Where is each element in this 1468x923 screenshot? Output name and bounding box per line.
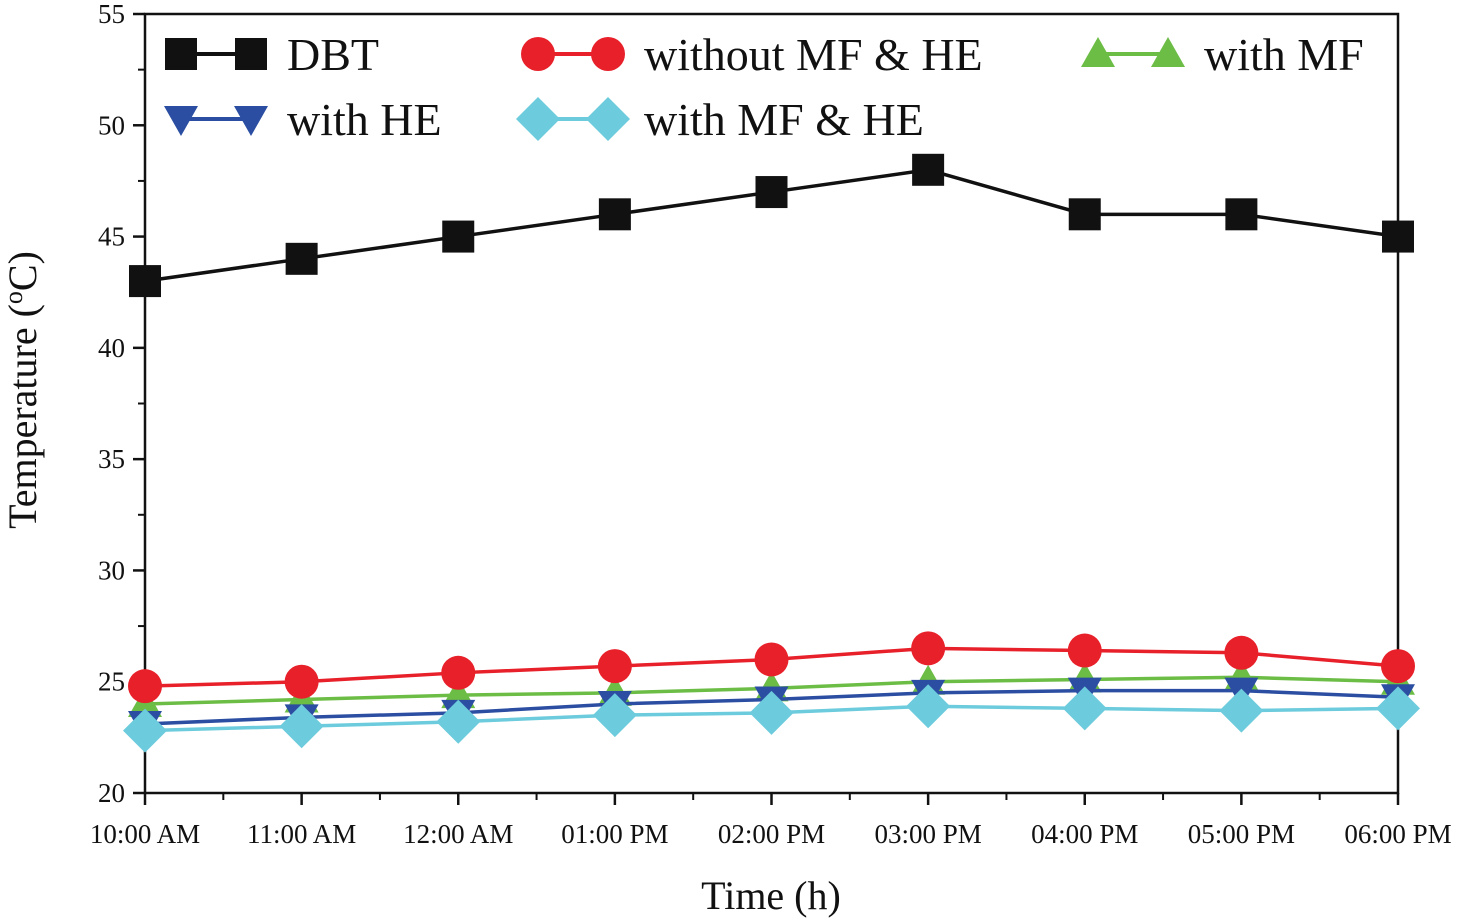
data-point: [1376, 686, 1420, 731]
legend-item: with MF: [1081, 29, 1364, 80]
data-point: [906, 684, 951, 729]
x-tick-label: 02:00 PM: [718, 819, 825, 849]
series-dbt: [129, 153, 1414, 298]
y-tick-label: 25: [98, 667, 125, 697]
y-axis-title: Temperature (oC): [0, 251, 45, 529]
legend-label: with MF & HE: [644, 94, 924, 145]
legend-item: without MF & HE: [521, 29, 983, 80]
data-point: [279, 704, 324, 749]
y-axis-title-superscript: o: [0, 291, 28, 304]
data-point: [754, 642, 789, 677]
legend-marker: [591, 37, 625, 71]
data-point: [441, 655, 476, 690]
y-axis-title-prefix: Temperature (: [0, 304, 45, 529]
x-tick-label: 03:00 PM: [874, 819, 981, 849]
data-point: [912, 153, 945, 186]
y-tick-label: 45: [98, 222, 125, 252]
x-axis: 10:00 AM 11:00 AM 12:00 AM 01:00 PM 02:00 PM…: [90, 793, 1452, 849]
x-tick-label: 06:00 PM: [1344, 819, 1451, 849]
data-point: [128, 669, 162, 704]
legend-marker: [1151, 37, 1185, 67]
legend-label: with MF: [1204, 29, 1364, 80]
legend-marker: [235, 38, 267, 70]
x-axis-title: Time (h): [701, 873, 841, 918]
data-point: [592, 693, 637, 738]
legend-marker: [586, 97, 630, 141]
series-layer: [123, 153, 1420, 753]
legend-marker: [234, 106, 268, 136]
data-point: [1067, 633, 1102, 668]
data-point: [755, 176, 788, 209]
legend-item: with MF & HE: [516, 94, 924, 145]
y-tick-label: 30: [98, 555, 125, 585]
legend-marker: [516, 97, 560, 141]
data-point: [911, 631, 946, 666]
data-point: [1224, 635, 1259, 670]
y-tick-label: 40: [98, 333, 125, 363]
x-tick-label: 05:00 PM: [1188, 819, 1295, 849]
data-point: [1068, 198, 1101, 231]
y-tick-label: 55: [98, 0, 125, 29]
legend-item: with HE: [164, 94, 442, 145]
legend-label: without MF & HE: [644, 29, 983, 80]
x-tick-label: 01:00 PM: [561, 819, 668, 849]
legend-label: DBT: [287, 29, 379, 80]
data-point: [1381, 649, 1415, 684]
y-tick-label: 35: [98, 444, 125, 474]
y-axis-title-suffix: C): [0, 251, 45, 291]
data-point: [1062, 686, 1107, 731]
data-point: [1225, 198, 1258, 231]
series-without-mf-he: [128, 631, 1415, 704]
data-point: [285, 242, 318, 275]
data-point: [597, 649, 632, 684]
legend: DBT without MF & HE with MF with HE with MF …: [164, 29, 1364, 145]
x-tick-label: 12:00 AM: [403, 819, 513, 849]
legend-marker: [1081, 37, 1115, 67]
x-tick-label: 10:00 AM: [90, 819, 200, 849]
y-tick-label: 50: [98, 110, 125, 140]
data-point: [436, 699, 481, 744]
legend-label: with HE: [287, 94, 442, 145]
legend-item: DBT: [165, 29, 379, 80]
series-with-mf-he: [123, 684, 1420, 753]
data-point: [284, 664, 319, 699]
y-tick-label: 20: [98, 778, 125, 808]
data-point: [129, 265, 161, 298]
data-point: [598, 198, 631, 231]
legend-marker: [164, 106, 198, 136]
data-point: [123, 708, 167, 753]
legend-marker: [165, 38, 197, 70]
legend-marker: [521, 37, 555, 71]
data-point: [442, 220, 475, 253]
y-axis: 20 25 30 35 40 45 50 55: [98, 0, 145, 808]
x-tick-label: 11:00 AM: [247, 819, 356, 849]
data-point: [1219, 688, 1264, 733]
x-tick-label: 04:00 PM: [1031, 819, 1138, 849]
data-point: [749, 690, 794, 735]
data-point: [1382, 220, 1414, 253]
